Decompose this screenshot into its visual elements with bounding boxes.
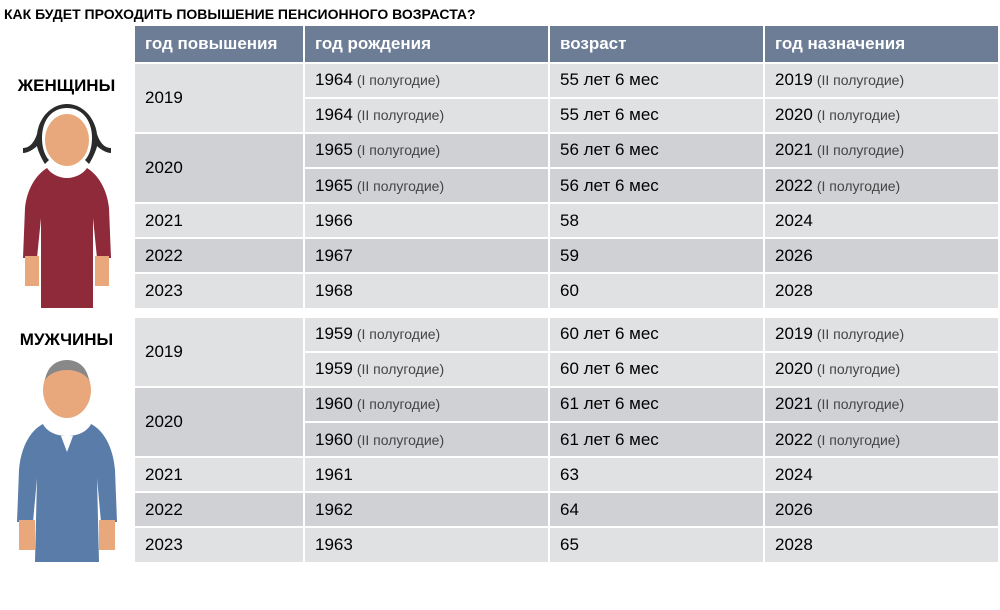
birth-year-cell: 1968 — [305, 272, 550, 307]
age-cell: 64 — [550, 491, 765, 526]
age-cell: 61 лет 6 мес — [550, 386, 765, 421]
header-assign-year: год назначения — [765, 26, 1000, 62]
birth-year-cell: 1964(I полугодие) — [305, 62, 550, 97]
birth-year-cell: 1960(I полугодие) — [305, 386, 550, 421]
header-age: возраст — [550, 26, 765, 62]
raise-year-cell: 2022 — [135, 237, 305, 272]
assign-year-cell: 2028 — [765, 272, 1000, 307]
age-cell: 60 — [550, 272, 765, 307]
page-title: КАК БУДЕТ ПРОХОДИТЬ ПОВЫШЕНИЕ ПЕНСИОННОГ… — [0, 0, 1000, 26]
assign-year-cell: 2024 — [765, 202, 1000, 237]
assign-year-cell: 2022(I полугодие) — [765, 421, 1000, 456]
birth-year-cell: 1964(II полугодие) — [305, 97, 550, 132]
birth-year-cell: 1961 — [305, 456, 550, 491]
birth-year-cell: 1966 — [305, 202, 550, 237]
header-birth-year: год рождения — [305, 26, 550, 62]
birth-year-cell: 1960(II полугодие) — [305, 421, 550, 456]
birth-year-cell: 1962 — [305, 491, 550, 526]
birth-year-cell: 1963 — [305, 526, 550, 561]
raise-year-cell: 2020 — [135, 386, 305, 456]
age-cell: 61 лет 6 мес — [550, 421, 765, 456]
raise-year-cell: 2020 — [135, 132, 305, 202]
assign-year-cell: 2024 — [765, 456, 1000, 491]
raise-year-cell: 2023 — [135, 272, 305, 307]
man-icon — [7, 352, 127, 562]
assign-year-cell: 2026 — [765, 237, 1000, 272]
assign-year-cell: 2026 — [765, 491, 1000, 526]
section-label-man: МУЖЧИНЫ — [16, 320, 117, 352]
section-label-woman: ЖЕНЩИНЫ — [14, 66, 119, 98]
assign-year-cell: 2021(II полугодие) — [765, 386, 1000, 421]
man-illustration-cell: МУЖЧИНЫ — [0, 316, 135, 562]
raise-year-cell: 2023 — [135, 526, 305, 561]
age-cell: 56 лет 6 мес — [550, 132, 765, 167]
birth-year-cell: 1967 — [305, 237, 550, 272]
age-cell: 58 — [550, 202, 765, 237]
birth-year-cell: 1965(II полугодие) — [305, 167, 550, 202]
header-empty — [0, 26, 135, 62]
age-cell: 59 — [550, 237, 765, 272]
age-cell: 60 лет 6 мес — [550, 316, 765, 351]
age-cell: 63 — [550, 456, 765, 491]
age-cell: 55 лет 6 мес — [550, 97, 765, 132]
birth-year-cell: 1959(I полугодие) — [305, 316, 550, 351]
raise-year-cell: 2022 — [135, 491, 305, 526]
woman-icon — [7, 98, 127, 308]
pension-table: год повышения год рождения возраст год н… — [0, 26, 1000, 562]
assign-year-cell: 2028 — [765, 526, 1000, 561]
woman-illustration-cell: ЖЕНЩИНЫ — [0, 62, 135, 308]
age-cell: 65 — [550, 526, 765, 561]
raise-year-cell: 2021 — [135, 202, 305, 237]
assign-year-cell: 2019(II полугодие) — [765, 316, 1000, 351]
raise-year-cell: 2021 — [135, 456, 305, 491]
birth-year-cell: 1959(II полугодие) — [305, 351, 550, 386]
header-raise-year: год повышения — [135, 26, 305, 62]
assign-year-cell: 2020(I полугодие) — [765, 97, 1000, 132]
assign-year-cell: 2020(I полугодие) — [765, 351, 1000, 386]
assign-year-cell: 2019(II полугодие) — [765, 62, 1000, 97]
section-gap — [0, 308, 1000, 316]
raise-year-cell: 2019 — [135, 316, 305, 386]
age-cell: 60 лет 6 мес — [550, 351, 765, 386]
birth-year-cell: 1965(I полугодие) — [305, 132, 550, 167]
age-cell: 56 лет 6 мес — [550, 167, 765, 202]
assign-year-cell: 2022(I полугодие) — [765, 167, 1000, 202]
assign-year-cell: 2021(II полугодие) — [765, 132, 1000, 167]
age-cell: 55 лет 6 мес — [550, 62, 765, 97]
raise-year-cell: 2019 — [135, 62, 305, 132]
